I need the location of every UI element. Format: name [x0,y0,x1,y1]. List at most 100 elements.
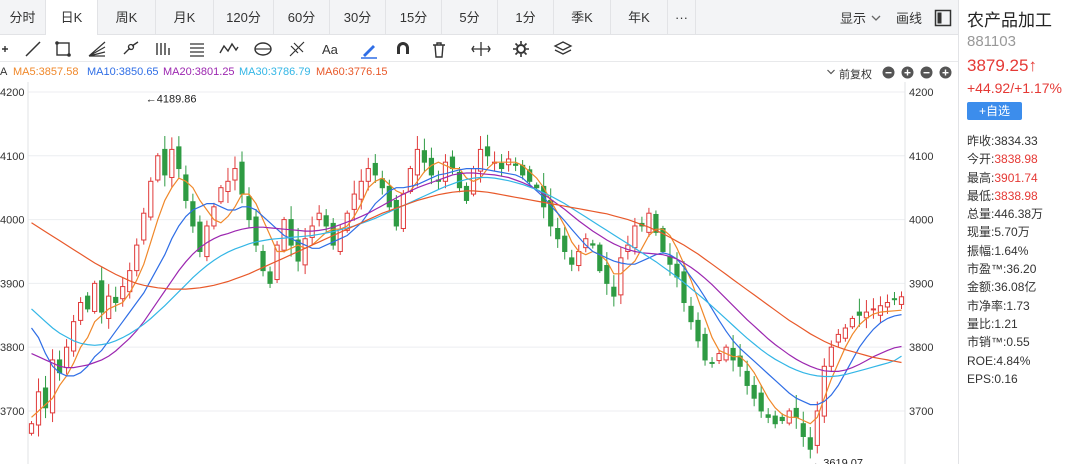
candle-down [267,271,273,284]
candle-down [449,156,456,170]
candle-up [35,391,42,426]
rect-select-icon[interactable] [52,38,74,60]
stat-row: 市净率:1.73 [967,297,1043,315]
tab-4[interactable]: 120分 [214,0,274,35]
candlestick-chart[interactable]: 4200 4200 4100 4100 4000 4000 3900 3900 3800 3800… [0,82,958,464]
zoom-out-circle-icon[interactable] [920,66,933,79]
line-icon[interactable] [22,38,44,60]
candle-down [463,185,470,201]
tabbar-right-controls: 显示 画线 [840,0,958,35]
stat-value: 0.16 [994,371,1018,386]
layers-icon[interactable] [552,38,574,60]
candle-down [891,298,898,301]
candle-up [225,180,231,193]
candle-up [835,333,841,343]
ma5-line [31,161,902,425]
last-price: 3879.25↑ [967,56,1037,75]
candle-up [28,423,35,434]
add-watchlist-button[interactable]: +自选 [967,102,1022,120]
candle-down [386,185,392,208]
candle-down [611,286,617,297]
plus-circle-icon[interactable] [901,66,914,79]
draw-line-button[interactable]: 画线 [895,11,922,26]
tab-6[interactable]: 30分 [330,0,386,35]
tab-8[interactable]: 5分 [442,0,498,35]
stat-row: 最高:3901.74 [967,169,1043,187]
candle-down [498,162,505,170]
candle-down [793,407,799,418]
period-tab-bar: 分时 日K 周K 月K 120分 60分 30分 15分 5分 1分 季K 年K ··· 显示 画线 [0,0,958,35]
tab-3[interactable]: 月K [156,0,214,35]
fan-icon[interactable] [86,38,108,60]
candle-up [576,250,582,267]
candle-up [814,410,820,446]
magnet-icon[interactable] [392,38,414,60]
candle-up [169,148,175,178]
candle-up [309,225,315,238]
trash-icon[interactable] [428,38,450,60]
stat-label: 市净率: [967,298,1007,313]
candle-up [632,225,638,249]
display-menu-button[interactable]: 显示 [839,11,866,26]
stat-label: EPS: [967,371,995,386]
stat-label: 市销™: [967,335,1007,350]
candle-up [70,321,77,352]
text-icon[interactable]: Aa [320,38,342,60]
candle-down [681,271,687,304]
candle-down [800,423,806,437]
stat-label: 量比: [967,316,995,331]
candle-up [148,180,154,218]
candle-up [155,155,161,181]
tab-2[interactable]: 周K [98,0,156,35]
tab-11[interactable]: 年K [611,0,668,35]
stat-label: 总量: [967,207,995,222]
brush-icon[interactable] [358,38,380,60]
tab-7[interactable]: 15分 [386,0,442,35]
candle-up [211,206,217,227]
resize-icon[interactable] [470,38,492,60]
crosshair-icon[interactable] [0,38,22,60]
candle-up [646,212,652,233]
fib-icon[interactable] [286,38,308,60]
tab-9[interactable]: 1分 [498,0,554,35]
channel-icon[interactable] [186,38,208,60]
tab-12[interactable]: ··· [668,0,696,35]
quote-panel: 农产品加工 881103 3879.25↑ +44.92/+1.17% +自选 … [958,0,1080,464]
y-tick-label-right: 4200 [909,87,933,99]
stat-label: 金额: [967,280,995,295]
pen-link-icon[interactable] [120,38,142,60]
sidebar-toggle-icon[interactable] [934,9,952,27]
settings-icon[interactable] [510,38,532,60]
stat-value: 3838.98 [994,188,1038,203]
chevron-down-icon[interactable] [826,67,836,77]
stat-row: 昨收:3834.33 [967,132,1043,150]
quote-stats: 昨收:3834.33 今开:3838.98 最高:3901.74 最低:3838.98… [967,132,1043,388]
wave-icon[interactable] [218,38,240,60]
stat-label: 昨收: [967,134,995,148]
candle-down [393,199,399,227]
candle-up [218,187,224,203]
cycle-icon[interactable] [252,38,274,60]
y-tick-label-right: 4100 [909,151,933,163]
y-tick-label-left: 3900 [0,278,24,290]
candle-down [555,228,561,240]
restore-adjust-button[interactable]: 前复权 [839,69,872,81]
candle-up [92,282,98,312]
candle-up [120,286,126,300]
stat-label: 今开: [967,152,995,167]
tab-1[interactable]: 日K [46,0,98,35]
tab-5[interactable]: 60分 [274,0,330,35]
tab-10[interactable]: 季K [554,0,611,35]
bars-icon[interactable] [152,38,174,60]
stat-value: 0.55 [1006,335,1030,350]
zoom-in-circle-icon[interactable] [939,66,952,79]
candle-up [821,365,827,417]
candle-down [190,201,196,227]
minus-circle-icon[interactable] [882,66,895,79]
chevron-down-icon[interactable] [870,12,882,24]
candle-down [751,384,757,399]
candle-down [421,150,428,163]
extreme-annotation: ←4189.86 [146,93,197,105]
tab-0[interactable]: 分时 [0,0,46,35]
